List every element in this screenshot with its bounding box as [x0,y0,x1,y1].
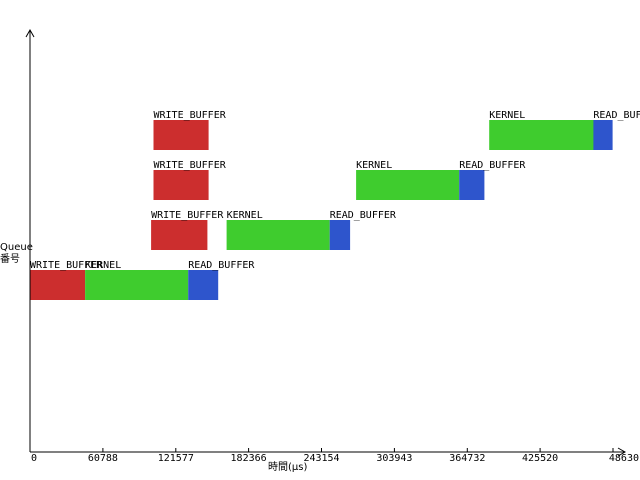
bar-label-queue-1-1: KERNEL [227,210,263,221]
x-tick-label: 60788 [88,453,118,464]
bar-label-queue-1-0: WRITE_BUFFER [151,210,224,221]
x-tick-label: 182366 [231,453,267,464]
x-tick-label: 364732 [449,453,485,464]
x-tick-label: 48630 [609,453,639,464]
bar-queue-1-write-buffer [151,220,208,250]
y-axis-arrow [25,28,35,38]
y-axis-title-line2: 番号 [0,253,20,265]
x-tick-label: 243154 [303,453,339,464]
x-tick-label: 0 [31,453,37,464]
bar-queue-0-read-buffer [188,270,219,300]
bars-layer [30,120,613,300]
bar-queue-0-kernel [85,270,189,300]
x-ticks: 0 60788 121577 182366 243154 303943 364732 4255… [29,448,639,464]
bar-queue-2-read-buffer [459,170,485,200]
bar-label-queue-2-2: READ_BUFFER [459,160,526,171]
bar-queue-3-write-buffer [153,120,209,150]
bar-label-queue-2-1: KERNEL [356,160,392,171]
bar-label-queue-0-1: KERNEL [85,260,121,271]
bar-label-queue-3-1: KERNEL [489,110,525,121]
bar-queue-0-write-buffer [30,270,86,300]
x-tick-label: 303943 [376,453,412,464]
bar-queue-2-kernel [356,170,460,200]
x-axis-arrow [617,447,627,457]
x-tick-label: 121577 [158,453,194,464]
bar-queue-2-write-buffer [153,170,209,200]
bar-label-queue-3-2: READ_BUFFER [593,110,640,121]
bar-label-queue-0-0: WRITE_BUFFER [30,260,103,271]
x-tick-label: 425520 [522,453,558,464]
y-axis-title-line1: Queue [0,242,33,253]
bar-queue-3-kernel [489,120,594,150]
bar-queue-1-kernel [226,220,330,250]
bar-queue-3-read-buffer [593,120,613,150]
bar-label-queue-2-0: WRITE_BUFFER [154,160,227,171]
bar-queue-1-read-buffer [329,220,351,250]
x-axis-title: 時間(μs) [268,461,307,473]
bar-label-queue-1-2: READ_BUFFER [330,210,397,221]
bar-label-queue-0-2: READ_BUFFER [188,260,255,271]
axes [25,28,627,457]
bar-label-queue-3-0: WRITE_BUFFER [154,110,227,121]
